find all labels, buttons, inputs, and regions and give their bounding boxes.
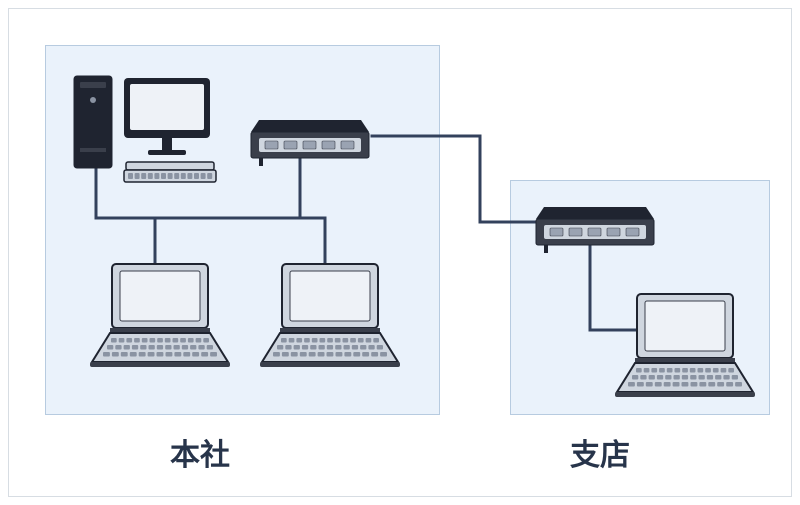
diagram-canvas: 本社 支店 — [0, 0, 800, 505]
laptop-1-icon — [90, 260, 230, 375]
network-switch-hq-icon — [245, 118, 375, 173]
laptop-3-icon — [615, 290, 755, 405]
zone-branch-label: 支店 — [540, 430, 660, 474]
network-switch-branch-icon — [530, 205, 660, 260]
laptop-2-icon — [260, 260, 400, 375]
desktop-computer-icon — [70, 70, 220, 195]
zone-hq-label: 本社 — [140, 430, 260, 474]
